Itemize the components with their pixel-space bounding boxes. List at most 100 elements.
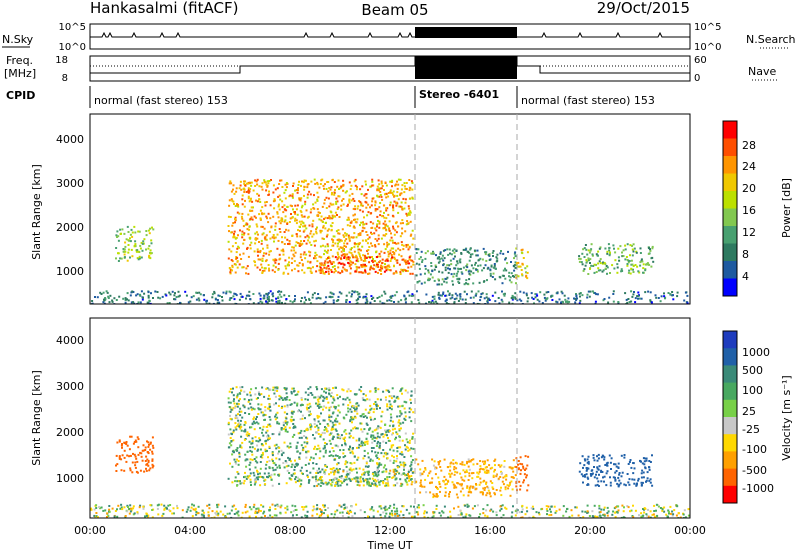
power-echo-cell-6 <box>212 302 215 304</box>
power-echo-cell-1 <box>253 250 256 253</box>
velocity-echo-cell-1 <box>264 448 267 451</box>
velocity-echo-cell-1 <box>378 458 381 461</box>
velocity-echo-cell-1 <box>240 425 243 428</box>
power-echo-cell-2 <box>343 257 346 259</box>
power-echo-cell-6 <box>647 290 650 293</box>
velocity-echo-cell-1 <box>394 427 396 430</box>
power-echo-cell-1 <box>305 209 308 212</box>
velocity-echo-cell-1 <box>412 411 415 414</box>
velocity-echo-cell-1 <box>304 417 306 420</box>
power-echo-cell-1 <box>239 253 241 256</box>
velocity-echo-cell-1 <box>236 480 239 483</box>
power-echo-cell-3 <box>495 256 498 259</box>
power-echo-cell-1 <box>357 234 360 237</box>
velocity-echo-cell-5 <box>617 466 620 469</box>
velocity-echo-cell-2 <box>362 472 365 475</box>
power-echo-cell-6 <box>464 302 467 304</box>
velocity-echo-cell-1 <box>369 427 372 430</box>
velocity-echo-cell-1 <box>305 406 308 409</box>
power-echo-cell-6 <box>659 300 662 303</box>
power-echo-cell-2 <box>371 259 374 262</box>
velocity-echo-cell-1 <box>332 455 335 458</box>
velocity-echo-cell-1 <box>369 460 372 462</box>
velocity-echo-cell-1 <box>317 433 320 435</box>
power-echo-cell-5 <box>597 267 600 270</box>
velocity-echo-cell-1 <box>252 471 255 474</box>
velocity-echo-cell-1 <box>317 471 319 474</box>
power-echo-cell-1 <box>342 203 345 206</box>
velocity-echo-cell-1 <box>373 440 376 442</box>
power-echo-cell-6 <box>514 292 517 295</box>
power-echo-cell-1 <box>353 232 356 235</box>
power-echo-cell-1 <box>388 227 391 230</box>
velocity-echo-cell-5 <box>618 473 621 476</box>
power-echo-cell-1 <box>380 273 383 275</box>
power-echo-cell-1 <box>250 197 252 200</box>
power-echo-cell-5 <box>591 254 594 257</box>
velocity-echo-cell-1 <box>404 480 407 483</box>
power-echo-cell-6 <box>534 296 537 299</box>
power-echo-cell-1 <box>319 183 322 185</box>
velocity-echo-cell-0 <box>133 453 136 456</box>
velocity-echo-cell-1 <box>234 426 237 429</box>
velocity-echo-cell-5 <box>605 484 608 487</box>
power-echo-cell-3 <box>450 273 453 276</box>
power-echo-cell-1 <box>354 256 357 259</box>
velocity-echo-cell-1 <box>257 391 260 394</box>
power-echo-cell-3 <box>461 272 464 275</box>
power-echo-cell-6 <box>345 299 348 302</box>
power-echo-cell-5 <box>627 259 630 262</box>
velocity-echo-cell-1 <box>227 423 230 426</box>
velocity-echo-cell-1 <box>294 426 297 429</box>
velocity-echo-cell-1 <box>251 440 254 443</box>
power-echo-cell-6 <box>369 301 372 304</box>
velocity-echo-cell-4 <box>525 467 528 470</box>
velocity-echo-cell-1 <box>349 445 351 448</box>
power-echo-cell-6 <box>259 297 262 300</box>
velocity-echo-cell-5 <box>635 484 638 487</box>
power-echo-cell-1 <box>337 242 339 245</box>
velocity-echo-cell-3 <box>514 474 517 477</box>
velocity-echo-cell-5 <box>627 463 630 465</box>
power-echo-cell-6 <box>308 297 310 300</box>
velocity-echo-cell-0 <box>151 436 154 439</box>
power-echo-cell-5 <box>599 262 602 265</box>
power-echo-cell-1 <box>360 258 363 261</box>
power-echo-cell-6 <box>394 294 397 297</box>
velocity-echo-cell-4 <box>523 479 525 482</box>
velocity-echo-cell-2 <box>405 474 408 477</box>
power-echo-cell-6 <box>617 301 620 303</box>
power-echo-cell-1 <box>369 185 372 188</box>
velocity-echo-cell-6 <box>301 506 304 508</box>
power-echo-cell-1 <box>374 245 377 248</box>
velocity-echo-cell-1 <box>244 421 247 424</box>
power-echo-cell-6 <box>595 293 598 296</box>
power-echo-cell-6 <box>284 302 287 304</box>
velocity-echo-cell-1 <box>251 442 254 445</box>
power-echo-cell-1 <box>314 257 317 260</box>
velocity-echo-cell-1 <box>398 419 401 422</box>
velocity-echo-cell-1 <box>244 475 247 478</box>
velocity-echo-cell-6 <box>116 508 118 511</box>
velocity-echo-cell-1 <box>409 398 412 401</box>
power-echo-cell-6 <box>594 300 597 303</box>
power-echo-cell-5 <box>636 265 639 268</box>
power-echo-cell-0 <box>119 233 122 235</box>
power-echo-cell-3 <box>418 258 421 260</box>
power-echo-cell-1 <box>302 253 305 256</box>
velocity-echo-cell-6 <box>333 516 336 518</box>
power-echo-cell-1 <box>270 225 273 228</box>
power-echo-cell-6 <box>175 296 178 298</box>
power-echo-cell-0 <box>150 252 153 255</box>
velocity-echo-cell-1 <box>398 472 401 475</box>
velocity-echo-cell-1 <box>300 436 303 439</box>
power-echo-cell-1 <box>228 199 231 202</box>
power-echo-cell-1 <box>292 246 295 249</box>
power-echo-cell-1 <box>403 191 406 194</box>
velocity-echo-cell-1 <box>285 392 288 395</box>
power-echo-cell-1 <box>336 208 339 210</box>
velocity-echo-cell-1 <box>284 460 287 462</box>
power-echo-cell-1 <box>266 246 269 249</box>
velocity-echo-cell-1 <box>410 455 413 458</box>
